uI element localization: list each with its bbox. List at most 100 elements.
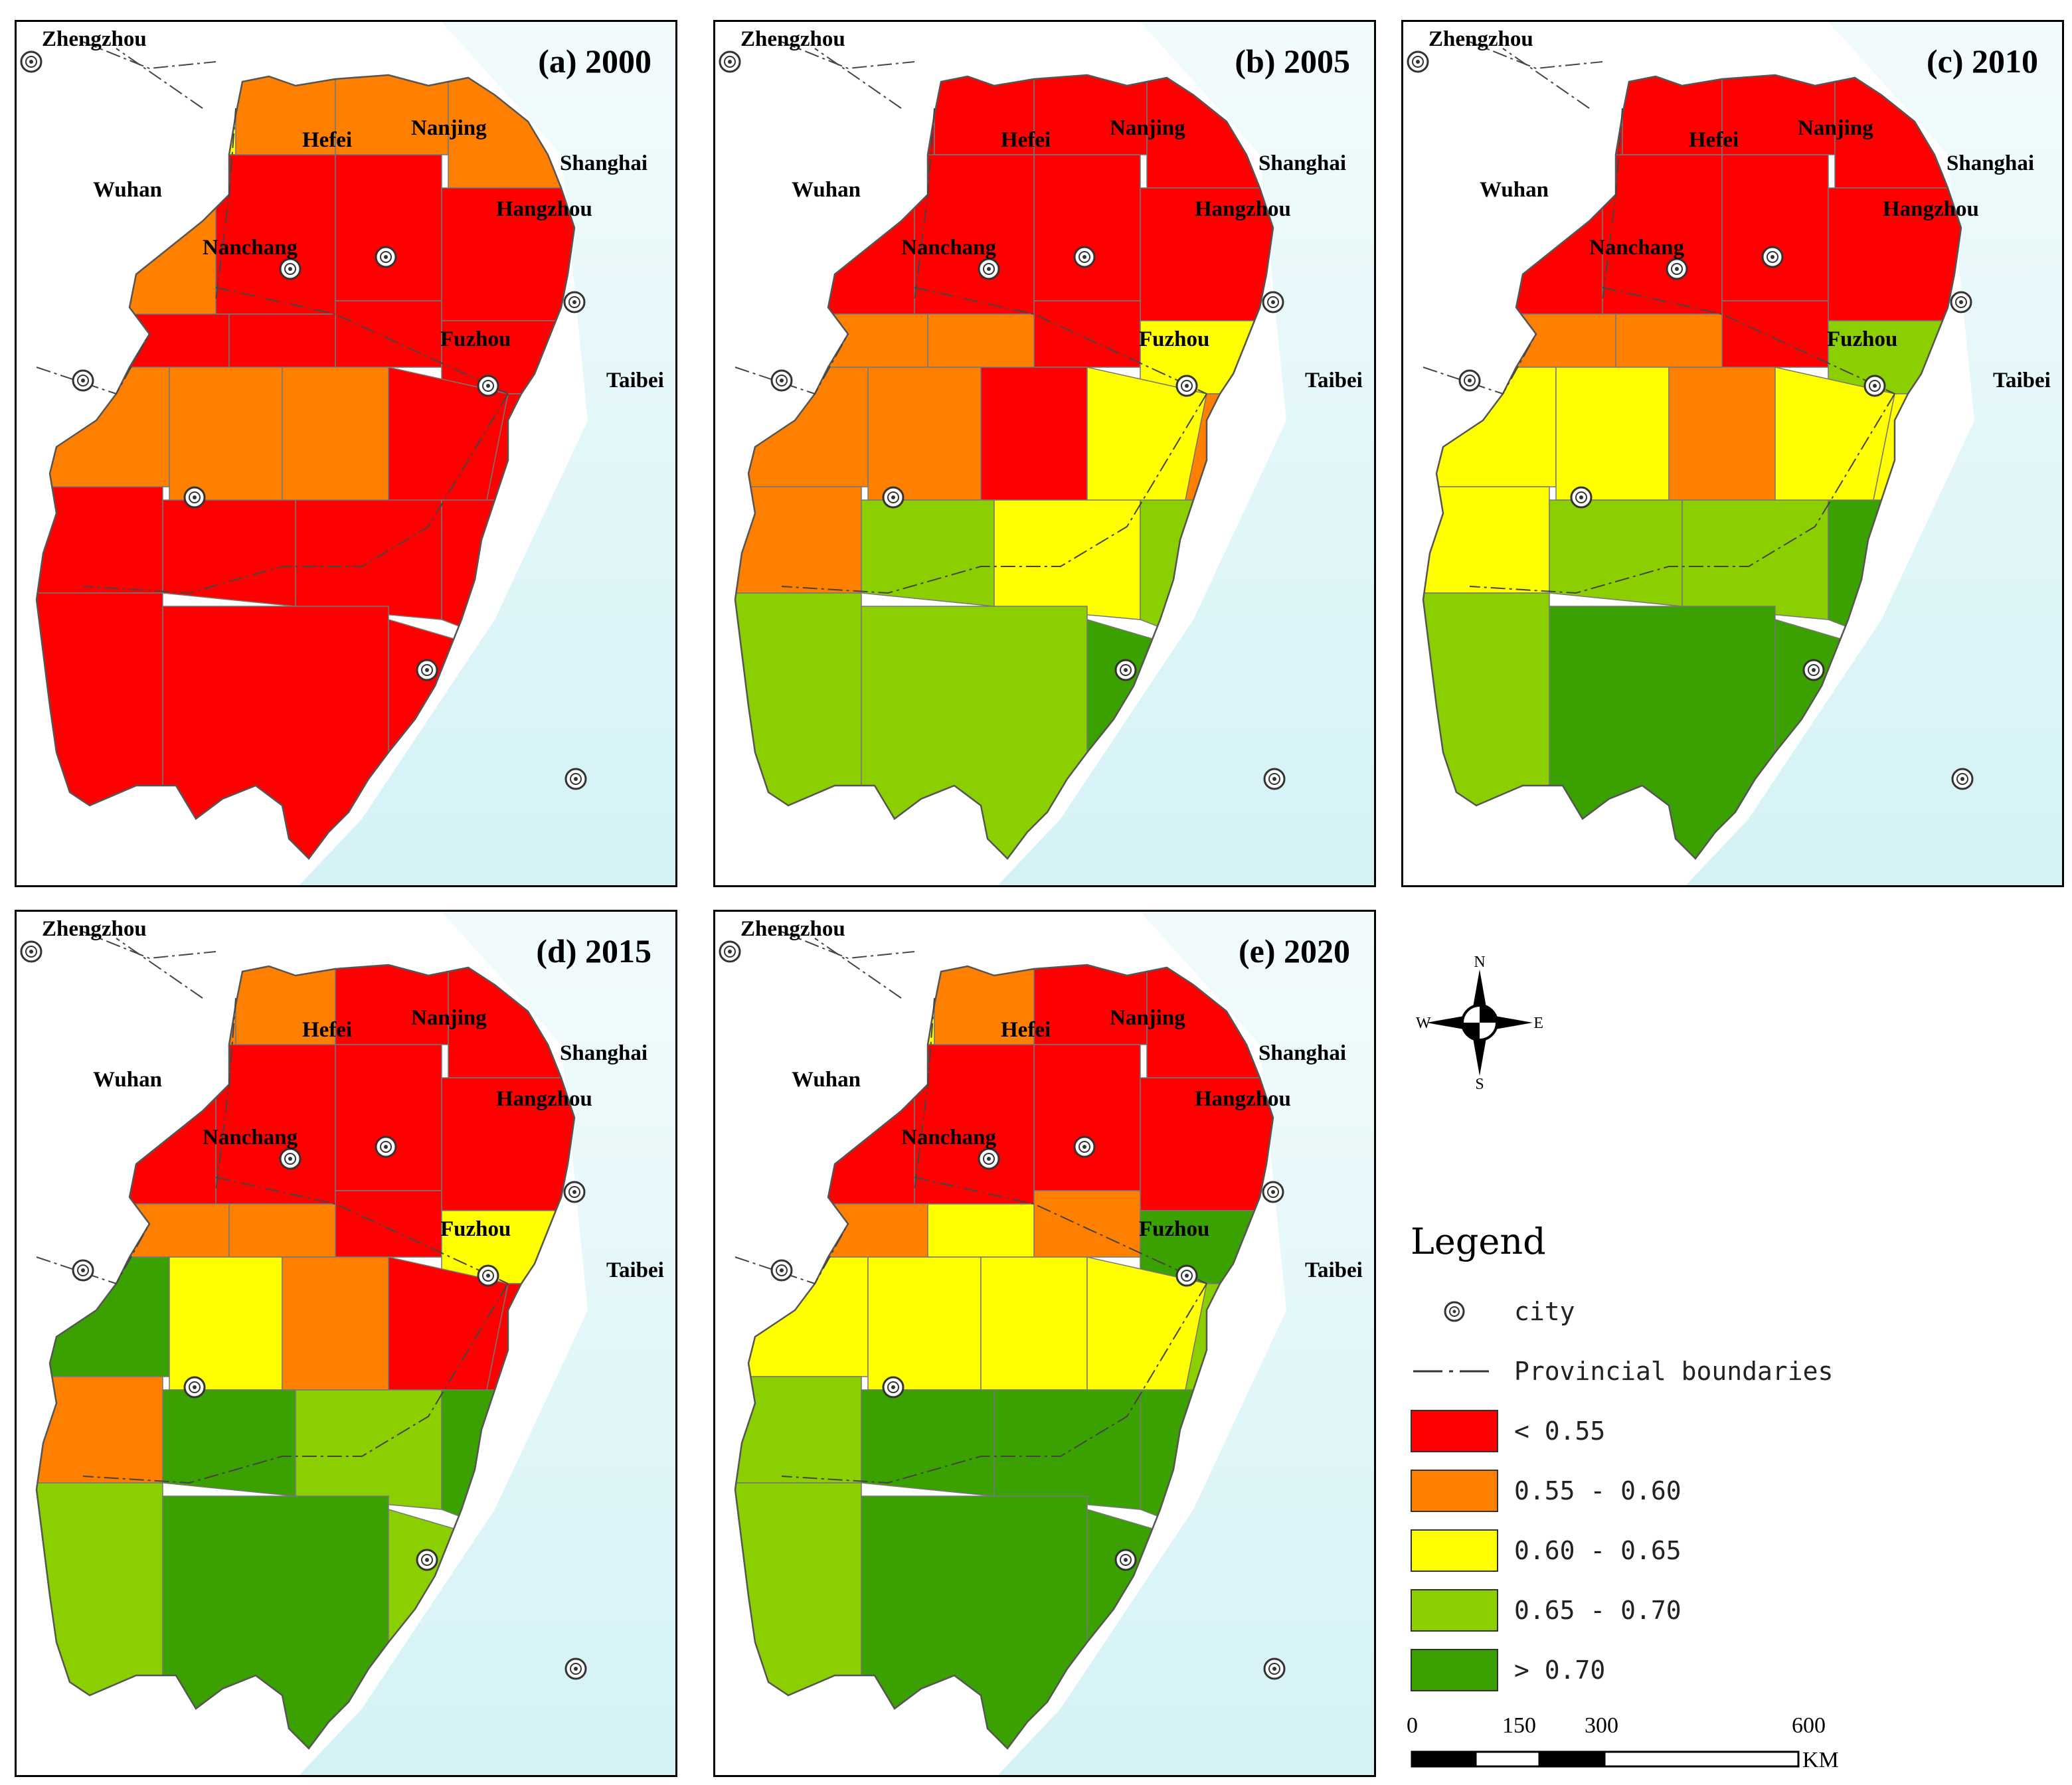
- legend-row-class: > 0.70: [1411, 1647, 1605, 1693]
- city-marker-icon: [1262, 1181, 1284, 1203]
- legend-row-boundary: Provincial boundaries: [1411, 1348, 1833, 1395]
- city-marker-icon: [183, 1376, 206, 1399]
- city-label: Nanjing: [1110, 116, 1185, 140]
- city-marker-icon: [719, 940, 741, 963]
- city-marker-icon: [719, 50, 741, 73]
- city-marker-icon: [882, 486, 905, 509]
- city-label: Zhengzhou: [740, 27, 845, 51]
- map-region: [735, 1482, 862, 1748]
- city-label: Hefei: [1689, 128, 1739, 152]
- map-region: [1721, 300, 1829, 368]
- city-marker-icon: [279, 258, 302, 280]
- city-label: Wuhan: [1480, 178, 1549, 202]
- city-marker-icon: [563, 1181, 586, 1203]
- map-panel-2005: (b) 2005 Zhengzhou Hefei Nanjing Shanghai Wu…: [713, 20, 1376, 887]
- city-label: Wuhan: [93, 1068, 162, 1092]
- map-region: [735, 486, 862, 594]
- panel-title: (e) 2020: [1239, 932, 1350, 970]
- provincial-boundary: [781, 1283, 1207, 1484]
- legend-label: 0.60 - 0.65: [1514, 1536, 1682, 1565]
- map-region: [867, 1256, 982, 1391]
- city-label: Nanjing: [411, 116, 487, 140]
- city-marker-icon: [183, 486, 206, 509]
- map-region: [1502, 75, 1623, 155]
- city-label: Zhengzhou: [740, 917, 845, 941]
- map-region: [1668, 367, 1776, 501]
- scale-tick: 300: [1585, 1713, 1618, 1738]
- legend-label: Provincial boundaries: [1514, 1357, 1834, 1386]
- map-region: [295, 499, 442, 620]
- map-region: [37, 592, 163, 859]
- map-region: [861, 499, 995, 607]
- city-label: Hefei: [302, 1018, 353, 1042]
- map-region: [927, 1203, 1035, 1258]
- map-region: [914, 1044, 1035, 1205]
- map-region: [37, 1376, 163, 1484]
- sea-area: [997, 912, 1374, 1775]
- provincial-boundary: [734, 333, 849, 395]
- provincial-boundary: [82, 393, 509, 594]
- city-marker-icon: [564, 768, 587, 790]
- city-marker-icon: [1073, 1136, 1096, 1158]
- map-region: [228, 1203, 336, 1258]
- city-marker-icon: [770, 1259, 793, 1282]
- city-marker-icon: [20, 50, 43, 73]
- map-region: [282, 367, 389, 501]
- legend-swatch: [1411, 1529, 1498, 1572]
- provincial-boundary: [1469, 41, 1603, 70]
- provincial-boundary: [215, 108, 236, 301]
- provincial-boundary: [914, 108, 935, 301]
- city-marker-icon: [1761, 246, 1784, 268]
- sea-area: [1685, 22, 2062, 885]
- city-label: Zhengzhou: [1428, 27, 1533, 51]
- scale-bar-graphic: [1411, 1750, 1800, 1768]
- city-label: Taibei: [606, 1258, 664, 1282]
- provincial-boundary: [1423, 333, 1537, 395]
- city-label: Fuzhou: [440, 327, 511, 351]
- city-marker-icon: [978, 1148, 1000, 1170]
- map-panel-2015: (d) 2015 Zhengzhou Hefei Nanjing Shanghai Wu…: [15, 910, 677, 1777]
- map-region: [169, 1256, 283, 1391]
- city-marker-icon: [564, 1658, 587, 1680]
- provincial-boundary: [814, 48, 902, 109]
- map-region: [814, 75, 935, 155]
- city-marker-icon: [375, 1136, 397, 1158]
- map-region: [927, 313, 1035, 368]
- city-marker-icon: [72, 369, 94, 392]
- compass-n: N: [1474, 956, 1485, 971]
- map-region: [1615, 313, 1723, 368]
- map-2015: [35, 912, 675, 1775]
- map-region: [116, 313, 230, 368]
- city-marker-icon: [1802, 659, 1825, 681]
- city-marker-icon: [1262, 291, 1284, 313]
- city-label: Hangzhou: [496, 1087, 592, 1111]
- city-marker-icon: [770, 369, 793, 392]
- provincial-boundary: [1502, 48, 1590, 109]
- provincial-boundary: [36, 1223, 150, 1285]
- provincial-boundary: [1469, 393, 1895, 594]
- city-marker-icon: [72, 1259, 94, 1282]
- city-marker-icon: [477, 1264, 499, 1287]
- map-region: [914, 154, 1035, 315]
- map-region: [1549, 499, 1683, 607]
- map-region: [1555, 367, 1670, 501]
- city-marker-icon: [375, 246, 397, 268]
- city-label: Nanjing: [411, 1006, 487, 1030]
- legend-swatch: [1411, 1410, 1498, 1452]
- city-label: Nanchang: [1589, 236, 1685, 260]
- map-panel-2020: (e) 2020 Zhengzhou Hefei Nanjing Shanghai Wu…: [713, 910, 1376, 1777]
- sea-area: [299, 912, 675, 1775]
- map-region: [162, 1389, 296, 1497]
- city-label: Hefei: [302, 128, 353, 152]
- map-region: [215, 154, 336, 315]
- legend-row-class: 0.65 - 0.70: [1411, 1587, 1682, 1634]
- legend-label: 0.55 - 0.60: [1514, 1476, 1682, 1505]
- provincial-boundary: [734, 1223, 849, 1285]
- scale-unit: KM: [1802, 1748, 1839, 1772]
- map-region: [1033, 300, 1141, 368]
- city-marker-icon: [1114, 1549, 1137, 1571]
- scale-bar: 0 150 300 600 KM: [1407, 1713, 2008, 1780]
- map-region: [282, 1256, 389, 1391]
- panel-title: (b) 2005: [1235, 42, 1350, 80]
- map-region: [37, 486, 163, 594]
